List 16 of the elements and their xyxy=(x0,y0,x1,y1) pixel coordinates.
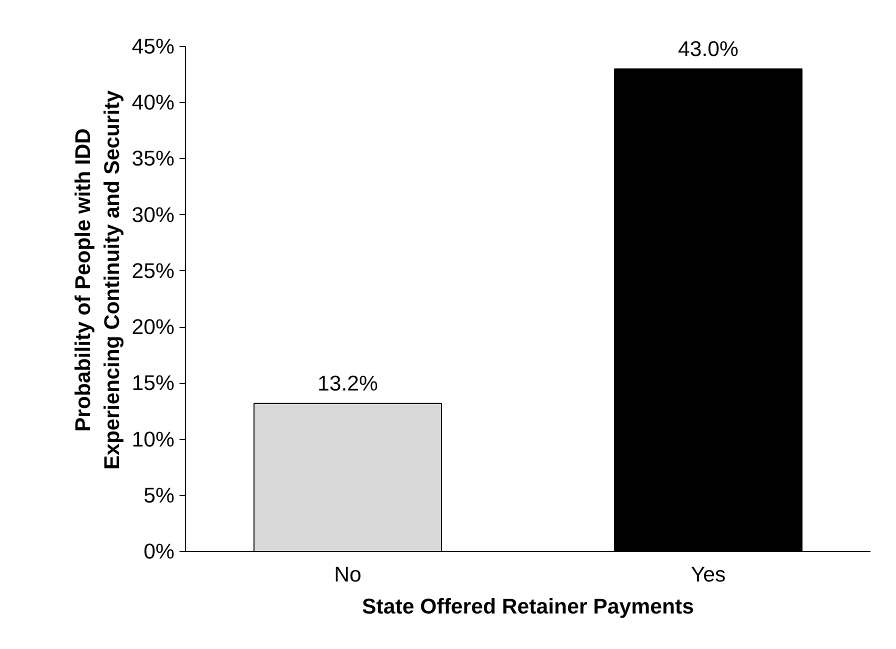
x-tick-label: Yes xyxy=(690,562,726,586)
y-axis-title: Probability of People with IDD Experiencing Continuity and Security xyxy=(71,90,124,470)
x-tick-label: No xyxy=(334,562,362,586)
y-tick-label: 30% xyxy=(132,202,175,227)
y-tick-label: 10% xyxy=(132,427,175,452)
data-label: 43.0% xyxy=(678,36,739,61)
y-tick-label: 20% xyxy=(132,315,175,340)
y-tick-label: 45% xyxy=(132,34,175,58)
y-tick-label: 35% xyxy=(132,146,175,171)
x-axis-title: State Offered Retainer Payments xyxy=(362,594,694,618)
data-label: 13.2% xyxy=(318,371,378,396)
y-tick-label: 40% xyxy=(132,90,175,115)
y-tick-label: 5% xyxy=(144,483,175,508)
y-tick-label: 25% xyxy=(132,258,175,283)
y-tick-label: 0% xyxy=(144,540,175,564)
y-tick-label: 15% xyxy=(132,371,175,396)
